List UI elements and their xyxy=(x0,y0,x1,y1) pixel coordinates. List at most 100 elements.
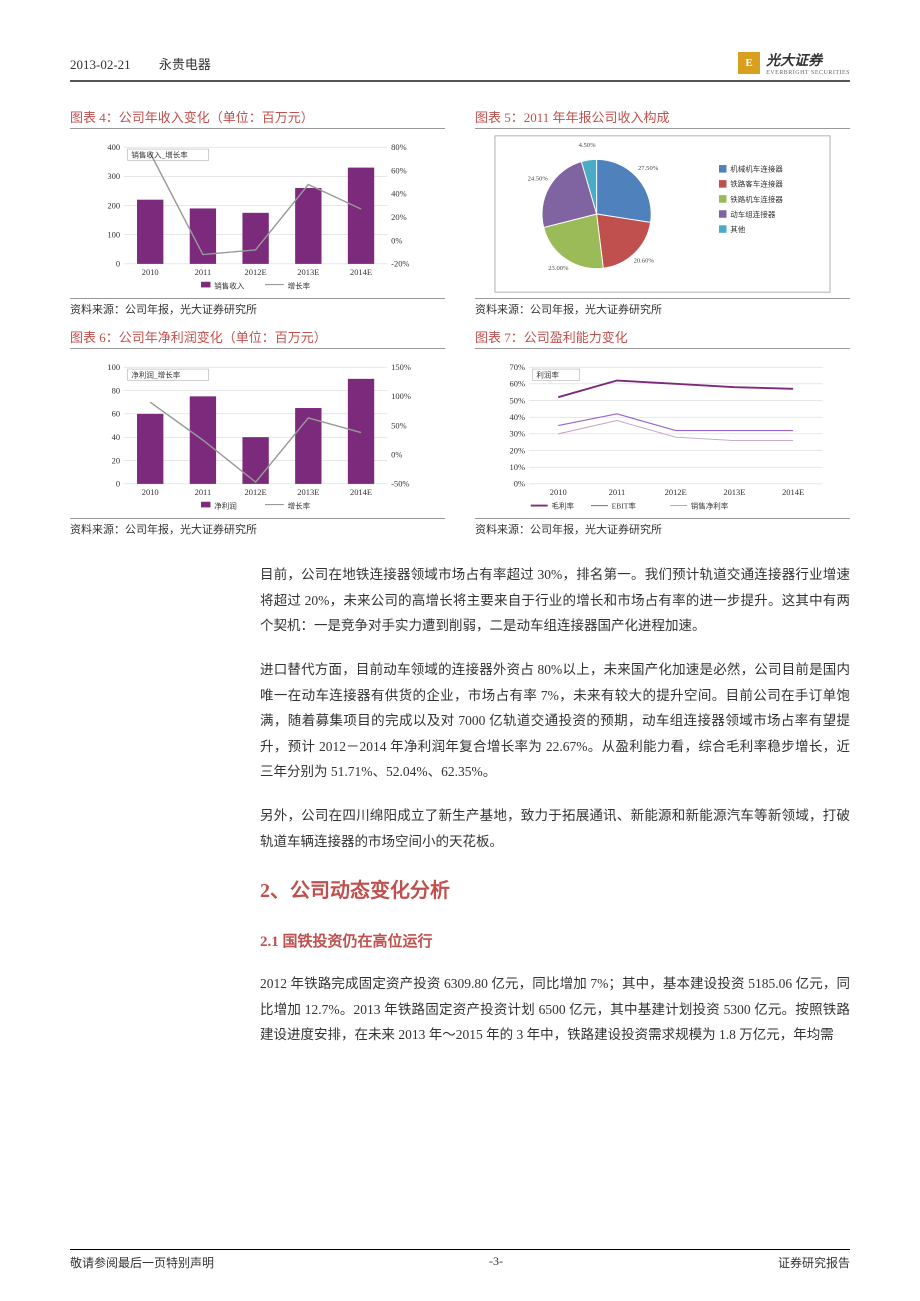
header-company: 永贵电器 xyxy=(159,57,211,72)
svg-text:0%: 0% xyxy=(391,450,402,460)
paragraph-1: 目前，公司在地铁连接器领域市场占有率超过 30%，排名第一。我们预计轨道交通连接… xyxy=(260,562,850,639)
svg-text:铁路机车连接器: 铁路机车连接器 xyxy=(730,194,783,204)
svg-text:23.00%: 23.00% xyxy=(548,265,569,272)
footer-left: 敬请参阅最后一页特别声明 xyxy=(70,1254,214,1271)
svg-text:2013E: 2013E xyxy=(723,487,745,497)
svg-text:80%: 80% xyxy=(391,142,407,152)
svg-text:EBIT率: EBIT率 xyxy=(612,500,637,510)
svg-text:30%: 30% xyxy=(510,429,526,439)
svg-text:60%: 60% xyxy=(510,379,526,389)
svg-text:60%: 60% xyxy=(391,165,407,175)
chart7-title: 图表 7：公司盈利能力变化 xyxy=(475,327,850,349)
svg-text:2010: 2010 xyxy=(142,267,159,277)
svg-text:0%: 0% xyxy=(514,479,525,489)
svg-text:150%: 150% xyxy=(391,362,411,372)
chart5-canvas: 27.50% 20.60% 23.00% 24.50% 4.50% 机械机车连接器铁路客车… xyxy=(475,134,850,294)
chart4-canvas: 0 100 200 300 400 -20% 0% 20% 40% 60% 80% 2010 2011 2… xyxy=(70,134,445,294)
svg-text:增长率: 增长率 xyxy=(288,280,311,290)
svg-text:2014E: 2014E xyxy=(350,487,372,497)
header-left: 2013-02-21 永贵电器 xyxy=(70,54,236,73)
svg-text:净利润: 净利润 xyxy=(214,500,237,510)
svg-text:销售收入_增长率: 销售收入_增长率 xyxy=(131,150,188,160)
svg-text:27.50%: 27.50% xyxy=(638,165,659,172)
svg-text:20: 20 xyxy=(112,455,120,465)
svg-text:利润率: 利润率 xyxy=(536,370,559,380)
svg-text:70%: 70% xyxy=(510,362,526,372)
svg-text:40: 40 xyxy=(112,432,120,442)
svg-text:0: 0 xyxy=(116,479,120,489)
svg-text:20.60%: 20.60% xyxy=(634,258,655,265)
page-footer: 敬请参阅最后一页特别声明 -3- 证券研究报告 xyxy=(70,1249,850,1271)
charts-grid: 图表 4：公司年收入变化（单位：百万元） 0100200300400-20%0%… xyxy=(70,107,850,537)
page-header: 2013-02-21 永贵电器 E 光大证券 EVERBRIGHT SECURI… xyxy=(70,50,850,82)
logo-icon: E xyxy=(738,52,760,74)
svg-text:4.50%: 4.50% xyxy=(579,142,597,149)
paragraph-4: 2012 年铁路完成固定资产投资 6309.80 亿元，同比增加 7%；其中，基… xyxy=(260,971,850,1048)
svg-text:2011: 2011 xyxy=(195,267,212,277)
svg-text:100: 100 xyxy=(107,362,120,372)
svg-text:机械机车连接器: 机械机车连接器 xyxy=(730,164,783,174)
svg-text:200: 200 xyxy=(107,200,120,210)
svg-text:40%: 40% xyxy=(510,412,526,422)
svg-text:400: 400 xyxy=(107,142,120,152)
section-heading-2: 2、公司动态变化分析 xyxy=(260,872,850,910)
subsection-heading-2-1: 2.1 国铁投资仍在高位运行 xyxy=(260,928,850,957)
svg-text:100%: 100% xyxy=(391,391,411,401)
svg-text:24.50%: 24.50% xyxy=(528,175,549,182)
svg-text:50%: 50% xyxy=(510,395,526,405)
svg-text:2010: 2010 xyxy=(142,487,159,497)
chart5-block: 图表 5：2011 年年报公司收入构成 27.50% 20.60% 23.00% 24… xyxy=(475,107,850,317)
paragraph-3: 另外，公司在四川绵阳成立了新生产基地，致力于拓展通讯、新能源和新能源汽车等新领域… xyxy=(260,803,850,854)
chart5-source: 资料来源：公司年报，光大证券研究所 xyxy=(475,298,850,317)
paragraph-2: 进口替代方面，目前动车领域的连接器外资占 80%以上，未来国产化加速是必然，公司… xyxy=(260,657,850,785)
chart4-title: 图表 4：公司年收入变化（单位：百万元） xyxy=(70,107,445,129)
body-text: 目前，公司在地铁连接器领域市场占有率超过 30%，排名第一。我们预计轨道交通连接… xyxy=(260,562,850,1048)
svg-text:50%: 50% xyxy=(391,420,407,430)
logo: E 光大证券 EVERBRIGHT SECURITIES xyxy=(738,50,850,76)
svg-text:2011: 2011 xyxy=(195,487,212,497)
chart6-canvas: 0 20 40 60 80 100 -50% 0% 50% 100% 150% 2010 2011 201… xyxy=(70,354,445,514)
svg-text:销售收入: 销售收入 xyxy=(214,280,245,290)
svg-text:20%: 20% xyxy=(510,445,526,455)
svg-text:0%: 0% xyxy=(391,235,402,245)
svg-text:300: 300 xyxy=(107,171,120,181)
svg-text:2014E: 2014E xyxy=(782,487,804,497)
svg-text:100: 100 xyxy=(107,230,120,240)
svg-text:增长率: 增长率 xyxy=(288,500,311,510)
svg-text:2010: 2010 xyxy=(550,487,567,497)
chart5-title: 图表 5：2011 年年报公司收入构成 xyxy=(475,107,850,129)
svg-text:2014E: 2014E xyxy=(350,267,372,277)
logo-text: 光大证券 xyxy=(766,50,850,70)
svg-text:-20%: -20% xyxy=(391,259,409,269)
chart7-block: 图表 7：公司盈利能力变化 0% 10% 20% 30% 40% 50% 60% 70% 201… xyxy=(475,327,850,537)
svg-text:2012E: 2012E xyxy=(245,487,267,497)
svg-text:2012E: 2012E xyxy=(665,487,687,497)
svg-text:净利润_增长率: 净利润_增长率 xyxy=(131,370,180,380)
svg-text:60: 60 xyxy=(112,409,120,419)
chart7-canvas: 0% 10% 20% 30% 40% 50% 60% 70% 2010 2011 2012E 2013… xyxy=(475,354,850,514)
chart4-block: 图表 4：公司年收入变化（单位：百万元） 0 100 200 300 400 -20% 0%… xyxy=(70,107,445,317)
chart7-source: 资料来源：公司年报，光大证券研究所 xyxy=(475,518,850,537)
svg-text:40%: 40% xyxy=(391,189,407,199)
header-date: 2013-02-21 xyxy=(70,57,131,72)
svg-text:毛利率: 毛利率 xyxy=(551,500,574,510)
footer-right: 证券研究报告 xyxy=(778,1254,850,1271)
svg-text:2013E: 2013E xyxy=(297,267,319,277)
chart4-source: 资料来源：公司年报，光大证券研究所 xyxy=(70,298,445,317)
svg-text:10%: 10% xyxy=(510,462,526,472)
svg-text:80: 80 xyxy=(112,385,120,395)
chart6-title: 图表 6：公司年净利润变化（单位：百万元） xyxy=(70,327,445,349)
footer-center: -3- xyxy=(489,1254,503,1271)
chart6-block: 图表 6：公司年净利润变化（单位：百万元） 0 20 40 60 80 100 -50% 0%… xyxy=(70,327,445,537)
svg-text:铁路客车连接器: 铁路客车连接器 xyxy=(730,179,783,189)
svg-text:2011: 2011 xyxy=(609,487,626,497)
logo-subtext: EVERBRIGHT SECURITIES xyxy=(766,70,850,76)
svg-text:20%: 20% xyxy=(391,212,407,222)
svg-text:-50%: -50% xyxy=(391,479,409,489)
svg-text:其他: 其他 xyxy=(730,224,746,234)
chart6-source: 资料来源：公司年报，光大证券研究所 xyxy=(70,518,445,537)
svg-text:动车组连接器: 动车组连接器 xyxy=(730,209,776,219)
svg-text:2013E: 2013E xyxy=(297,487,319,497)
svg-text:2012E: 2012E xyxy=(245,267,267,277)
svg-text:0: 0 xyxy=(116,259,120,269)
